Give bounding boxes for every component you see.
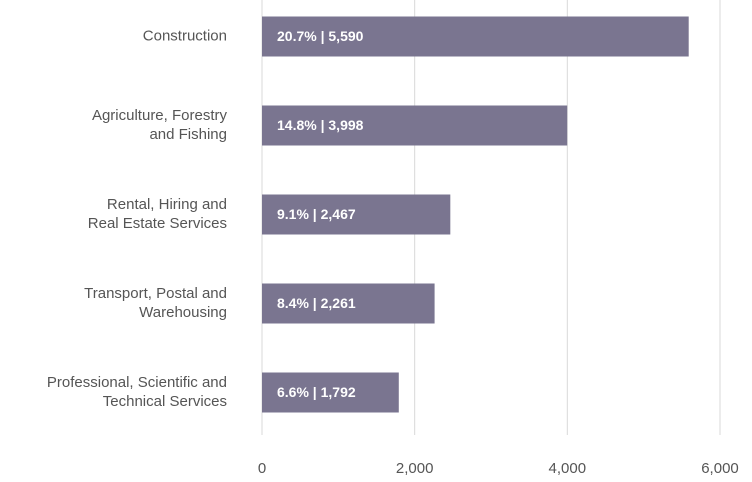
bar [262, 372, 399, 413]
value-label: 20.7% | 5,590 [277, 28, 364, 44]
bar [262, 16, 689, 57]
y-tick-label: and Fishing [149, 126, 227, 143]
y-tick-label: Agriculture, Forestry [92, 107, 228, 124]
value-label: 6.6% | 1,792 [277, 384, 356, 400]
x-tick-label: 2,000 [396, 460, 434, 477]
y-tick-label: Real Estate Services [88, 215, 227, 232]
y-tick-label: Warehousing [139, 304, 227, 321]
bar [262, 283, 435, 324]
y-tick-label: Rental, Hiring and [107, 196, 227, 213]
x-tick-label: 0 [258, 460, 266, 477]
y-tick-label: Construction [143, 27, 227, 44]
x-tick-label: 4,000 [549, 460, 587, 477]
bar [262, 105, 568, 146]
value-label: 8.4% | 2,261 [277, 295, 356, 311]
value-label: 14.8% | 3,998 [277, 117, 364, 133]
y-tick-label: Technical Services [103, 393, 227, 410]
x-tick-label: 6,000 [701, 460, 739, 477]
y-tick-label: Professional, Scientific and [47, 374, 227, 391]
bar [262, 194, 451, 235]
value-label: 9.1% | 2,467 [277, 206, 356, 222]
y-tick-label: Transport, Postal and [84, 285, 227, 302]
